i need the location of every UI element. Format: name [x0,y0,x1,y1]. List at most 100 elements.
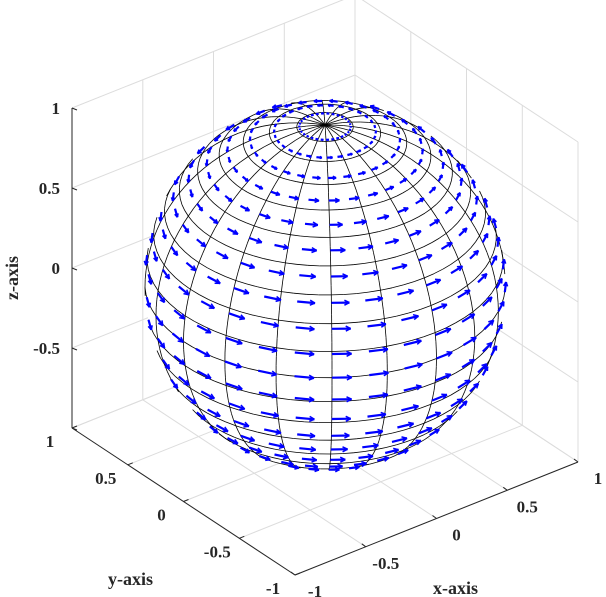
latitude-line [290,154,295,157]
latitude-line [276,373,290,377]
arrow-head [326,112,329,115]
arrow-head [275,194,280,197]
longitude-line [340,112,346,116]
latitude-line [265,317,279,321]
latitude-line [423,170,428,176]
longitude-line [375,261,378,272]
longitude-line [418,193,426,202]
latitude-line [373,345,387,349]
longitude-line [483,243,488,253]
vector-arrow [458,400,468,410]
latitude-line [179,175,183,182]
arrow-head [476,195,480,200]
longitude-line [399,215,405,224]
longitude-line [373,252,376,262]
latitude-line [375,142,378,146]
longitude-line [235,188,243,197]
longitude-line [254,167,262,175]
arrow-head [475,383,480,389]
arrow-head [145,303,151,308]
latitude-line [359,110,363,113]
longitude-line [352,181,357,191]
arrow-head [484,197,489,202]
vector-arrow [196,411,207,421]
vector-arrow [477,272,488,284]
longitude-line [288,139,296,146]
latitude-line [276,397,291,400]
longitude-line [379,108,384,111]
vector-arrow [207,408,221,418]
latitude-line [345,420,359,423]
latitude-line [352,156,357,159]
latitude-line [301,105,306,108]
arrow-head [339,246,346,251]
latitude-line [276,347,291,350]
latitude-line [411,336,424,341]
latitude-line [378,138,380,142]
longitude-line [198,253,203,263]
longitude-line [198,407,203,415]
latitude-line [269,126,271,130]
longitude-line [227,308,231,318]
latitude-line [178,245,186,253]
longitude-line [347,116,355,119]
longitude-line [274,176,280,185]
latitude-line [175,376,183,383]
longitude-line [406,179,414,187]
arrow-head [309,302,316,306]
longitude-line [466,171,472,179]
latitude-line [424,137,428,142]
latitude-line [266,200,274,204]
latitude-line [408,407,421,413]
latitude-line [402,189,409,194]
arrow-head [288,110,292,113]
arrow-head [164,366,170,370]
longitude-line [390,198,396,208]
longitude-line [264,116,272,118]
arrow-head [404,449,409,455]
latitude-line [164,214,166,222]
latitude-line [464,247,472,254]
latitude-line [179,181,181,188]
longitude-line [295,199,299,208]
latitude-line [458,253,466,260]
latitude-line [288,206,297,209]
arrow-head [488,215,492,221]
latitude-line [175,277,183,284]
latitude-line [464,206,469,213]
arrow-head [273,415,279,419]
longitude-line [426,410,430,418]
latitude-line [439,233,447,239]
latitude-line [405,144,408,148]
longitude-line [284,108,291,111]
longitude-line [359,155,366,163]
longitude-line [375,115,383,117]
arrow-head [468,313,475,316]
longitude-line [205,186,213,195]
longitude-line [195,152,203,159]
vector-arrow [434,373,452,382]
longitude-line [264,109,270,112]
arrow-head [392,121,395,125]
arrow-head [484,273,488,280]
arrow-head [215,188,220,192]
arrow-head [200,417,206,421]
longitude-line [293,149,300,157]
longitude-line [148,245,152,255]
longitude-line [288,234,291,245]
vector-arrow [418,427,433,435]
arrow-head [332,177,337,181]
latitude-line [279,176,286,180]
longitude-line [276,329,279,339]
longitude-line [412,186,420,194]
longitude-line [421,268,425,279]
vector-arrow [233,419,250,428]
z-axis-label: z-axis [2,256,22,300]
latitude-line [396,312,409,317]
longitude-line [241,181,249,190]
latitude-line [299,119,301,121]
arrow-head [384,457,390,462]
longitude-line [215,139,224,145]
